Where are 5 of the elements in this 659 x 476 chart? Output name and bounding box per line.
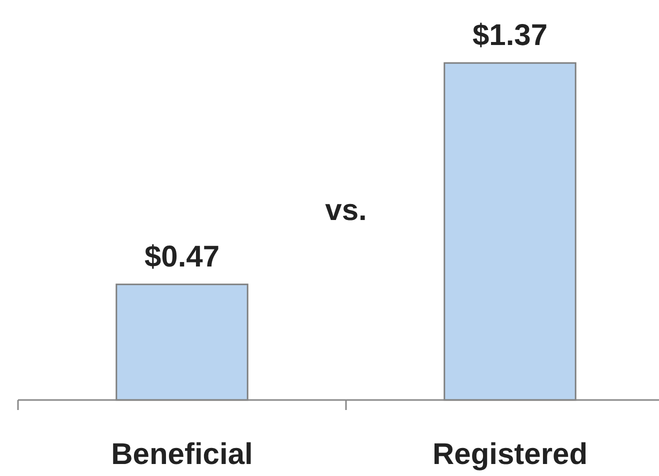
data-label: $0.47 [144,240,220,274]
data-label: $1.37 [472,19,548,52]
annotation: vs. [325,194,367,227]
x-tick-label: Beneficial [111,438,253,471]
x-tick-label: Registered [432,438,588,471]
